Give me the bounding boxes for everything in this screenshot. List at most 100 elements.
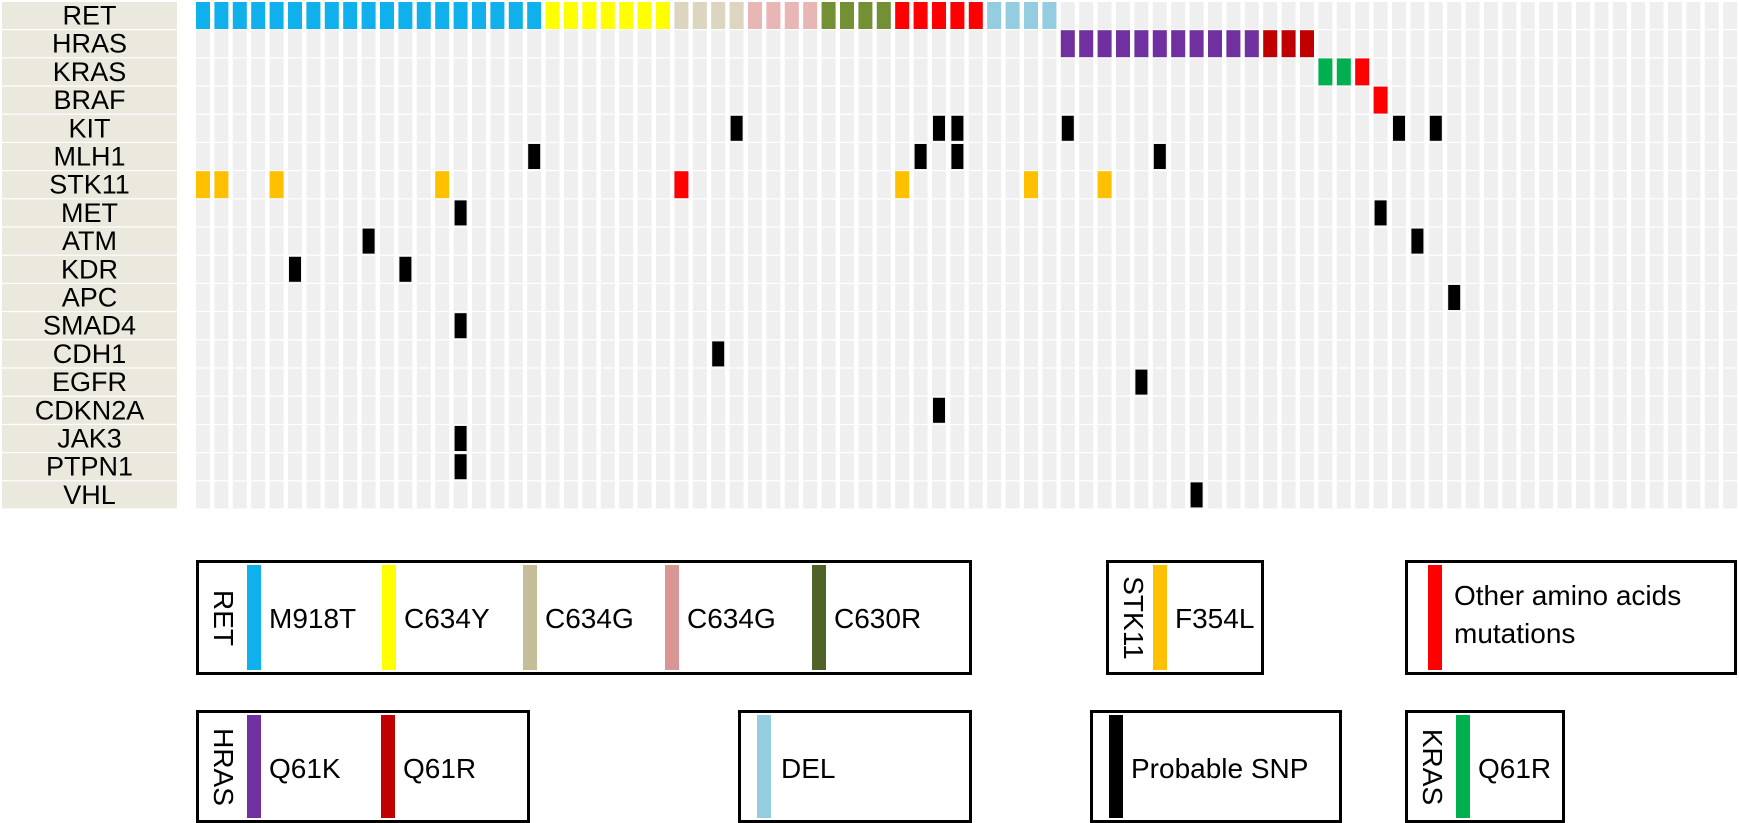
cell-empty [1373, 2, 1388, 29]
legend-del: DEL [738, 710, 972, 823]
cell-empty [1300, 425, 1314, 452]
cell-empty [214, 340, 229, 368]
cell-empty [1208, 199, 1222, 227]
cell-empty [582, 86, 597, 114]
cell-empty [1042, 481, 1057, 509]
cell-empty [306, 255, 321, 283]
cell-empty [821, 284, 836, 311]
cell-empty [692, 340, 707, 368]
cell-empty [1281, 86, 1296, 114]
cell-empty [656, 396, 670, 424]
cell-empty [343, 284, 358, 311]
cell-empty [1281, 396, 1296, 424]
cell-empty [1631, 453, 1646, 481]
cell-empty [968, 227, 983, 255]
cell-empty [1281, 481, 1296, 509]
cell-empty [1244, 114, 1259, 142]
cell-empty [1318, 481, 1333, 509]
cell-empty [232, 453, 247, 481]
cell-empty [1704, 368, 1719, 396]
cell-empty [692, 143, 707, 170]
cell-empty [803, 30, 818, 58]
cell-empty [1116, 312, 1130, 340]
cell-empty [1134, 58, 1149, 86]
cell-empty [1097, 481, 1112, 509]
cell-empty [1410, 453, 1425, 481]
cell-empty [1557, 312, 1572, 340]
cell-empty [858, 481, 873, 509]
cell-empty [821, 30, 836, 58]
cell-empty [674, 284, 689, 311]
cell-empty [380, 312, 394, 340]
cell-empty [1447, 58, 1462, 86]
cell-empty [1060, 171, 1075, 199]
cell-empty [1502, 312, 1517, 340]
cell-empty [1465, 30, 1480, 58]
cell-empty [729, 171, 744, 199]
cell-empty [1723, 396, 1738, 424]
cell-empty [1355, 453, 1370, 481]
cell-empty [490, 199, 505, 227]
cell-empty [656, 284, 670, 311]
cell-empty [932, 425, 946, 452]
cell-empty [858, 425, 873, 452]
cell-empty [821, 425, 836, 452]
cell-empty [748, 199, 762, 227]
mutation-cell-ret-other [968, 2, 983, 29]
cell-empty [932, 143, 946, 170]
cell-empty [840, 58, 854, 86]
cell-empty [656, 86, 670, 114]
gene-label-bg-kit [2, 114, 177, 142]
cell-empty [1189, 199, 1204, 227]
cell-empty [637, 340, 652, 368]
cell-empty [435, 396, 450, 424]
cell-empty [1576, 30, 1590, 58]
cell-empty [1520, 312, 1535, 340]
cell-empty [748, 86, 762, 114]
cell-empty [1189, 312, 1204, 340]
cell-empty [380, 227, 394, 255]
cell-empty [1060, 481, 1075, 509]
cell-empty [1557, 86, 1572, 114]
cell-empty [950, 425, 965, 452]
cell-empty [1631, 312, 1646, 340]
cell-empty [895, 312, 910, 340]
cell-empty [729, 396, 744, 424]
cell-empty [453, 86, 468, 114]
cell-empty [1723, 425, 1738, 452]
cell-empty [803, 368, 818, 396]
cell-empty [711, 143, 726, 170]
cell-empty [1668, 481, 1682, 509]
cell-empty [1704, 30, 1719, 58]
cell-empty [269, 199, 284, 227]
cell-empty [1318, 86, 1333, 114]
cell-empty [766, 58, 781, 86]
cell-empty [803, 86, 818, 114]
cell-empty [435, 30, 450, 58]
cell-empty [288, 199, 302, 227]
cell-empty [1649, 30, 1664, 58]
cell-empty [1355, 30, 1370, 58]
cell-empty [1373, 368, 1388, 396]
cell-empty [196, 284, 210, 311]
cell-empty [1557, 199, 1572, 227]
cell-empty [600, 199, 615, 227]
cell-empty [1392, 255, 1406, 283]
cell-empty [1208, 227, 1222, 255]
cell-empty [527, 227, 542, 255]
cell-empty [950, 312, 965, 340]
cell-empty [1318, 2, 1333, 29]
cell-empty [784, 171, 799, 199]
cell-empty [1060, 2, 1075, 29]
cell-empty [490, 396, 505, 424]
cell-empty [527, 368, 542, 396]
cell-empty [821, 312, 836, 340]
mutation-cell-ret-c634y [582, 2, 597, 29]
cell-empty [1686, 481, 1701, 509]
cell-empty [361, 114, 376, 142]
cell-empty [1520, 199, 1535, 227]
cell-empty [1594, 340, 1609, 368]
cell-empty [1704, 481, 1719, 509]
cell-empty [435, 143, 450, 170]
cell-empty [545, 143, 560, 170]
